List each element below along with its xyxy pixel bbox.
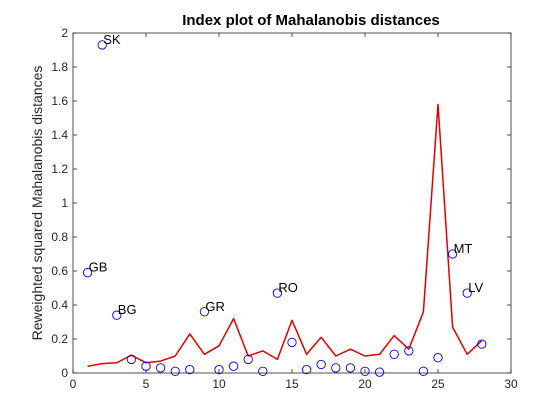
data-point-marker: [477, 339, 487, 349]
data-point-marker: [228, 361, 239, 371]
point-label: RO: [278, 280, 298, 295]
data-point-marker: [374, 367, 385, 377]
x-tick-label: 30: [504, 377, 518, 391]
y-tick-label: 1: [61, 196, 68, 210]
series-marker-layer: [82, 40, 487, 377]
data-point-marker: [126, 354, 137, 365]
data-point-marker: [331, 363, 341, 373]
x-tick-label: 15: [285, 377, 299, 391]
y-tick-label: 0.2: [51, 332, 68, 346]
data-point-marker: [404, 346, 414, 356]
data-point-marker: [360, 366, 370, 376]
point-label: BG: [118, 302, 137, 317]
data-point-marker: [185, 364, 195, 375]
data-point-marker: [447, 249, 458, 259]
point-label: GB: [89, 260, 108, 275]
y-tick-label: 0: [61, 366, 68, 380]
series-line-layer: [87, 103, 483, 367]
data-point-marker: [214, 364, 224, 375]
data-point-marker: [199, 307, 210, 317]
data-point-marker: [155, 363, 166, 373]
data-point-marker: [82, 268, 93, 278]
y-tick-label: 1.2: [51, 162, 68, 176]
y-tick-label: 1.8: [51, 60, 68, 74]
data-point-marker: [433, 353, 443, 363]
data-point-marker: [112, 310, 122, 320]
x-tick-label: 10: [212, 377, 226, 391]
point-label: MT: [454, 241, 473, 256]
axes: 0 5 10 15 20 25 30 0 0.2 0.4 0.6 0.8 1 1.2 1.4 1.6 1.8 2: [51, 26, 518, 391]
data-point-marker: [287, 337, 297, 348]
point-label-layer: SK GB BG GR RO MT LV: [89, 32, 484, 317]
x-tick-label: 0: [70, 377, 77, 391]
point-label: LV: [468, 280, 483, 295]
y-tick-label: 2: [61, 26, 68, 40]
data-point-marker: [97, 40, 107, 50]
data-point-marker: [170, 366, 180, 376]
y-tick-label: 1.4: [51, 128, 68, 142]
y-tick-label: 1.6: [51, 94, 68, 108]
data-point-marker: [345, 363, 356, 373]
y-tick-label: 0.6: [51, 264, 68, 278]
data-point-marker: [316, 359, 326, 370]
x-tick-label: 25: [431, 377, 445, 391]
series-line-path: [87, 103, 483, 367]
chart-title: Index plot of Mahalanobis distances: [182, 12, 440, 29]
data-point-marker: [272, 288, 283, 298]
data-point-marker: [462, 288, 472, 298]
point-label: GR: [205, 299, 225, 314]
x-tick-label: 5: [143, 377, 150, 391]
data-point-marker: [389, 349, 399, 359]
data-point-marker: [141, 361, 151, 371]
y-axis-label: Reweighted squared Mahalanobis distances: [29, 66, 45, 341]
y-tick-label: 0.4: [51, 298, 68, 312]
point-label: SK: [103, 32, 121, 47]
y-tick-label: 0.8: [51, 230, 68, 244]
data-point-marker: [301, 364, 312, 375]
data-point-marker: [243, 354, 253, 365]
data-point-marker: [418, 366, 429, 376]
x-tick-label: 20: [358, 377, 372, 391]
data-point-marker: [258, 366, 268, 376]
